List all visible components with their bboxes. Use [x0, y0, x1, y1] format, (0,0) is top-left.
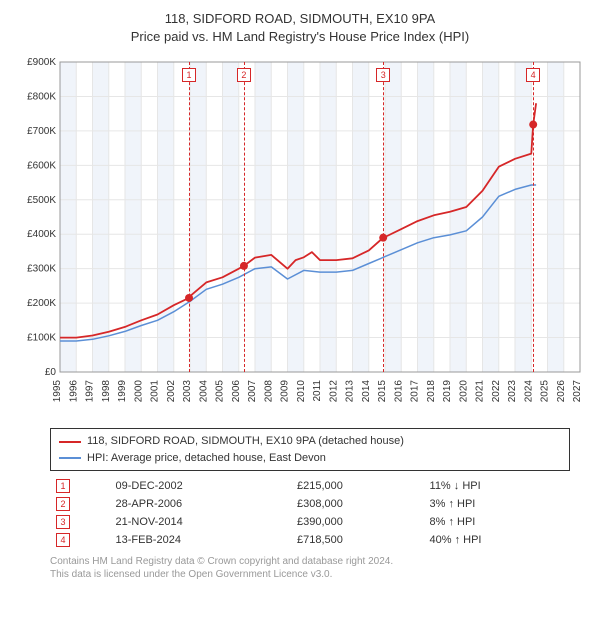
sale-dash-3	[383, 62, 384, 372]
svg-text:£600K: £600K	[27, 161, 56, 172]
svg-text:1997: 1997	[85, 380, 96, 403]
sale-dash-4	[533, 62, 534, 372]
svg-text:2025: 2025	[540, 380, 551, 403]
sale-dash-2	[244, 62, 245, 372]
sale-marker-4: 4	[526, 68, 540, 82]
table-cell: 21-NOV-2014	[110, 513, 291, 531]
svg-text:2013: 2013	[345, 380, 356, 403]
table-row: 4 13-FEB-2024£718,50040% ↑ HPI	[50, 531, 570, 549]
footer-line-1: Contains HM Land Registry data © Crown c…	[50, 555, 590, 568]
title-block: 118, SIDFORD ROAD, SIDMOUTH, EX10 9PA Pr…	[10, 10, 590, 46]
footer-block: Contains HM Land Registry data © Crown c…	[50, 555, 590, 581]
sale-marker-2: 2	[237, 68, 251, 82]
table-cell: £215,000	[291, 477, 424, 495]
table-row: 2 28-APR-2006£308,0003% ↑ HPI	[50, 495, 570, 513]
table-marker-box: 2	[56, 497, 70, 511]
legend-item: 118, SIDFORD ROAD, SIDMOUTH, EX10 9PA (d…	[59, 433, 561, 450]
svg-text:2004: 2004	[198, 380, 209, 403]
table-cell-index: 2	[50, 495, 110, 513]
svg-text:2027: 2027	[572, 380, 583, 403]
svg-text:2021: 2021	[475, 380, 486, 403]
footer-line-2: This data is licensed under the Open Gov…	[50, 568, 590, 581]
svg-text:1995: 1995	[52, 380, 63, 403]
svg-text:2015: 2015	[377, 380, 388, 403]
svg-text:1999: 1999	[117, 380, 128, 403]
table-cell: 13-FEB-2024	[110, 531, 291, 549]
svg-text:2020: 2020	[458, 380, 469, 403]
title-line-2: Price paid vs. HM Land Registry's House …	[10, 28, 590, 46]
sales-table: 1 09-DEC-2002£215,00011% ↓ HPI 2 28-APR-200…	[50, 477, 570, 549]
table-cell: £390,000	[291, 513, 424, 531]
svg-text:2010: 2010	[296, 380, 307, 403]
svg-text:2019: 2019	[442, 380, 453, 403]
chart-svg: £0 £100K £200K £300K £400K £500K £600K £700K £80…	[10, 52, 590, 422]
legend-box: 118, SIDFORD ROAD, SIDMOUTH, EX10 9PA (d…	[50, 428, 570, 471]
svg-text:2012: 2012	[328, 380, 339, 403]
svg-text:2009: 2009	[280, 380, 291, 403]
table-cell-index: 1	[50, 477, 110, 495]
svg-text:2001: 2001	[150, 380, 161, 403]
legend-label: HPI: Average price, detached house, East…	[87, 450, 326, 467]
table-cell: 3% ↑ HPI	[424, 495, 570, 513]
svg-text:2014: 2014	[361, 380, 372, 403]
svg-text:2016: 2016	[393, 380, 404, 403]
table-cell: 40% ↑ HPI	[424, 531, 570, 549]
table-cell: £308,000	[291, 495, 424, 513]
svg-text:£900K: £900K	[27, 57, 56, 68]
table-cell-index: 4	[50, 531, 110, 549]
svg-text:£800K: £800K	[27, 92, 56, 103]
legend-item: HPI: Average price, detached house, East…	[59, 450, 561, 467]
table-cell: £718,500	[291, 531, 424, 549]
svg-text:£400K: £400K	[27, 230, 56, 241]
table-marker-box: 4	[56, 533, 70, 547]
sale-marker-1: 1	[182, 68, 196, 82]
legend-swatch	[59, 457, 81, 459]
svg-text:2000: 2000	[133, 380, 144, 403]
svg-text:2006: 2006	[231, 380, 242, 403]
svg-text:2017: 2017	[410, 380, 421, 403]
table-marker-box: 1	[56, 479, 70, 493]
svg-text:£500K: £500K	[27, 195, 56, 206]
svg-text:2005: 2005	[215, 380, 226, 403]
svg-text:£700K: £700K	[27, 126, 56, 137]
table-row: 3 21-NOV-2014£390,0008% ↑ HPI	[50, 513, 570, 531]
table-cell: 09-DEC-2002	[110, 477, 291, 495]
svg-text:2008: 2008	[263, 380, 274, 403]
svg-text:2022: 2022	[491, 380, 502, 403]
svg-text:2011: 2011	[312, 380, 323, 402]
chart-area: £0 £100K £200K £300K £400K £500K £600K £700K £80…	[10, 52, 590, 422]
svg-text:2007: 2007	[247, 380, 258, 403]
sale-dash-1	[189, 62, 190, 372]
svg-text:2018: 2018	[426, 380, 437, 403]
svg-text:2003: 2003	[182, 380, 193, 403]
svg-text:1996: 1996	[68, 380, 79, 403]
svg-text:£200K: £200K	[27, 298, 56, 309]
table-marker-box: 3	[56, 515, 70, 529]
table-cell-index: 3	[50, 513, 110, 531]
legend-label: 118, SIDFORD ROAD, SIDMOUTH, EX10 9PA (d…	[87, 433, 404, 450]
table-cell: 8% ↑ HPI	[424, 513, 570, 531]
svg-text:£0: £0	[45, 367, 57, 378]
table-cell: 11% ↓ HPI	[424, 477, 570, 495]
sale-marker-3: 3	[376, 68, 390, 82]
table-row: 1 09-DEC-2002£215,00011% ↓ HPI	[50, 477, 570, 495]
title-line-1: 118, SIDFORD ROAD, SIDMOUTH, EX10 9PA	[10, 10, 590, 28]
svg-text:1998: 1998	[101, 380, 112, 403]
svg-text:2023: 2023	[507, 380, 518, 403]
page-wrapper: 118, SIDFORD ROAD, SIDMOUTH, EX10 9PA Pr…	[0, 0, 600, 589]
legend-swatch	[59, 441, 81, 443]
svg-text:£100K: £100K	[27, 333, 56, 344]
svg-text:2024: 2024	[523, 380, 534, 403]
svg-text:2002: 2002	[166, 380, 177, 403]
svg-text:£300K: £300K	[27, 264, 56, 275]
svg-text:2026: 2026	[556, 380, 567, 403]
table-cell: 28-APR-2006	[110, 495, 291, 513]
